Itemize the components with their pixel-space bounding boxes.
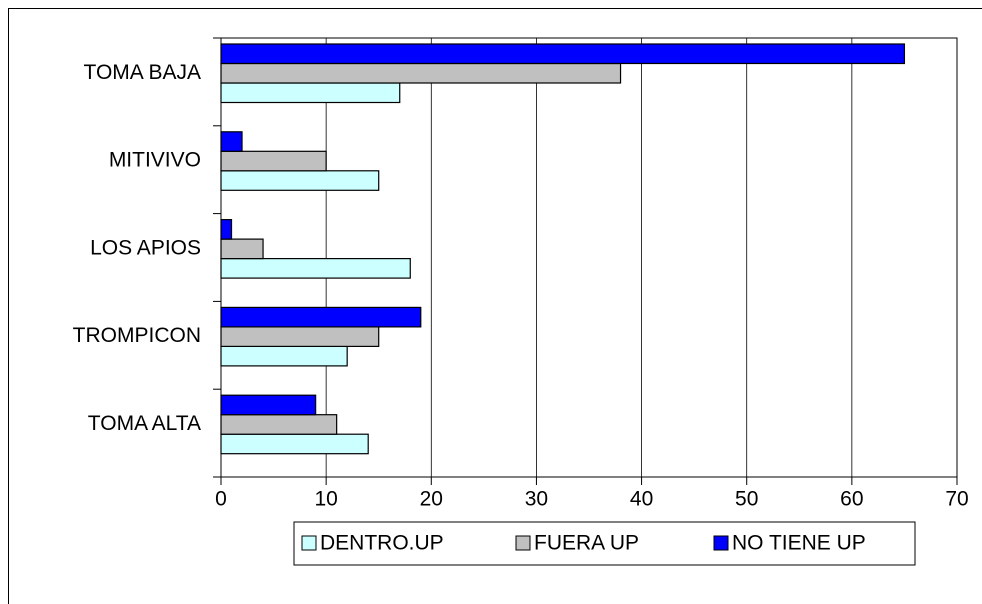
bar — [220, 326, 380, 347]
bar — [220, 414, 338, 435]
x-tick-label: 10 — [314, 488, 337, 511]
bar — [220, 238, 264, 260]
bar — [220, 394, 317, 416]
legend-label: FUERA UP — [534, 532, 639, 555]
chart-frame — [8, 8, 982, 604]
bar — [220, 433, 369, 455]
bar — [220, 170, 380, 191]
legend-frame — [293, 521, 916, 566]
x-tick-label: 50 — [735, 488, 758, 511]
y-tick-label: MITIVIVO — [109, 149, 201, 172]
bar — [220, 306, 422, 328]
bar — [220, 219, 233, 240]
legend-swatch — [515, 535, 531, 551]
bar — [220, 82, 401, 104]
legend-label: NO TIENE UP — [732, 532, 866, 555]
y-tick-label: TOMA BAJA — [84, 61, 201, 84]
legend-swatch — [301, 535, 317, 551]
y-tick-label: TOMA ALTA — [88, 412, 201, 435]
x-tick-label: 30 — [525, 488, 548, 511]
y-tick-label: TROMPICON — [73, 324, 201, 347]
legend-label: DENTRO.UP — [320, 532, 444, 555]
bar — [220, 258, 411, 279]
bar — [220, 43, 906, 65]
bar — [220, 345, 348, 367]
bar — [220, 150, 327, 172]
bar — [220, 62, 622, 84]
x-tick-label: 60 — [840, 488, 863, 511]
x-tick-label: 70 — [945, 488, 968, 511]
bar — [220, 131, 243, 152]
x-tick-label: 20 — [420, 488, 443, 511]
legend-swatch — [713, 535, 729, 551]
y-tick-label: LOS APIOS — [90, 236, 201, 259]
x-tick-label: 0 — [215, 488, 227, 511]
x-tick-label: 40 — [630, 488, 653, 511]
